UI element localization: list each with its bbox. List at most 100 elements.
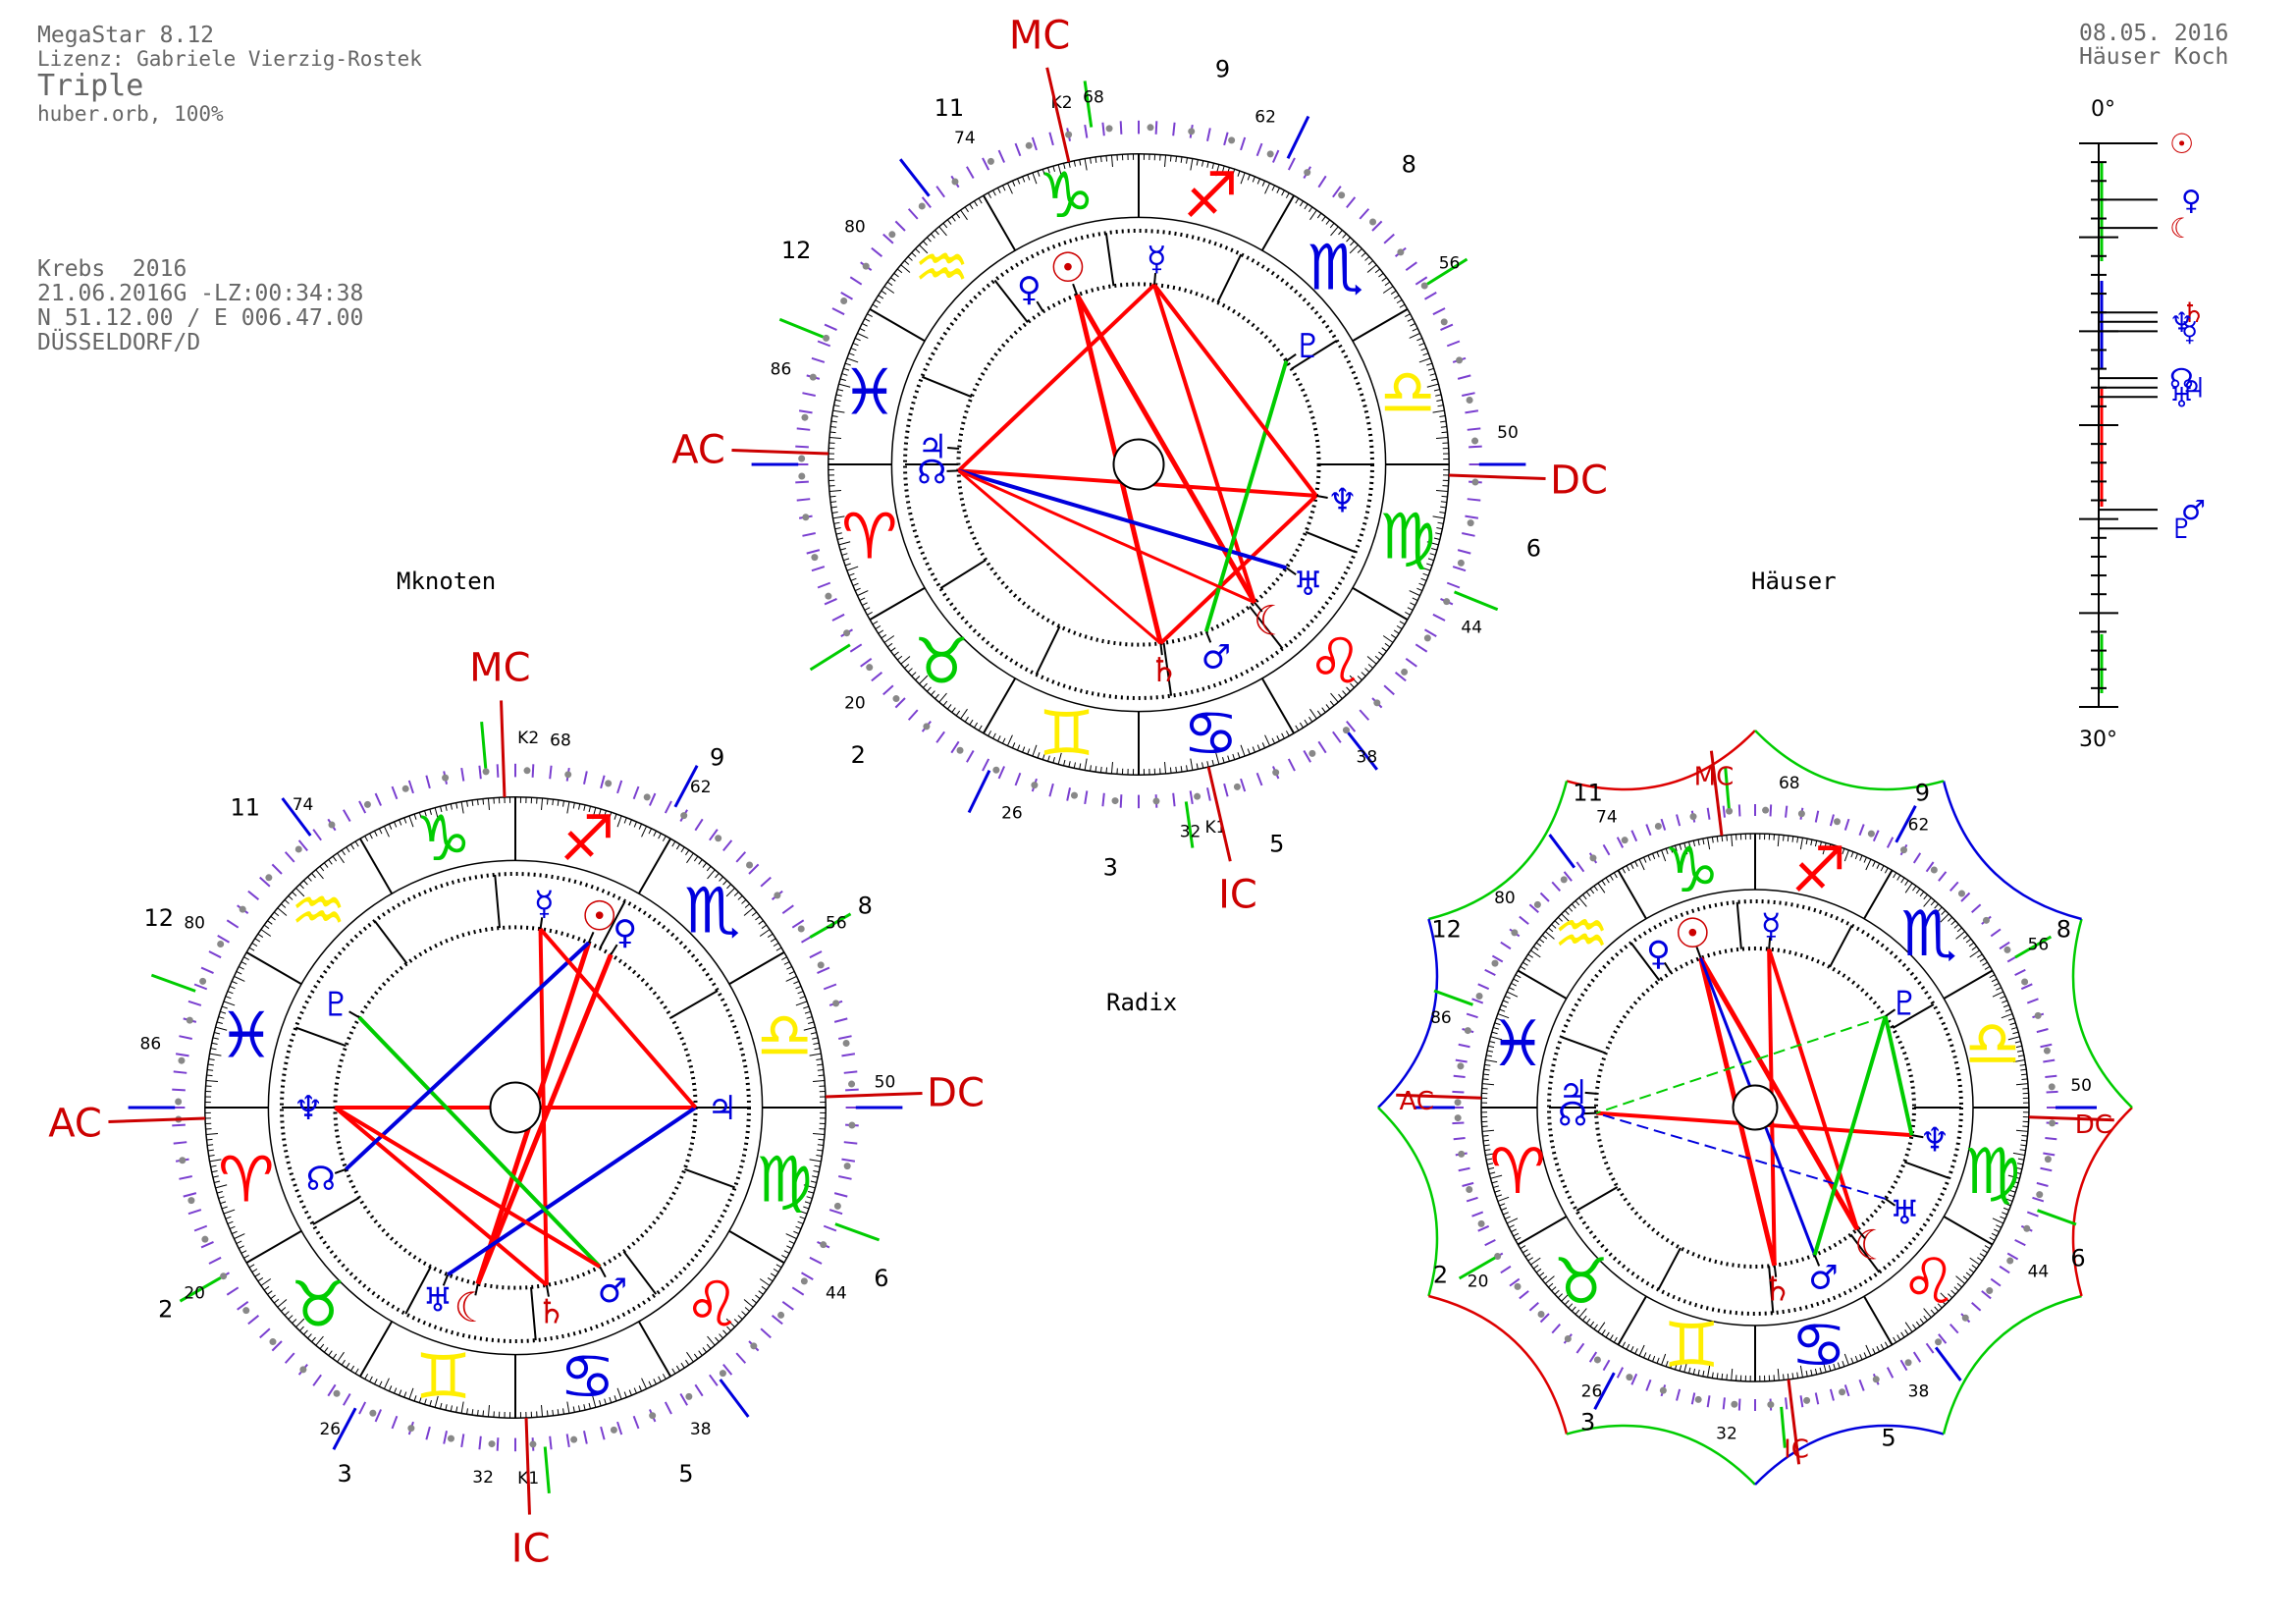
house-number: 12	[781, 237, 812, 264]
degree-tick	[1027, 174, 1031, 181]
cusp-mark: 32	[472, 1468, 494, 1488]
outer-dash	[811, 356, 826, 363]
outer-dash	[1455, 1058, 1468, 1063]
outer-dash	[1971, 903, 1982, 914]
outer-dash	[173, 1070, 187, 1074]
degree-tick	[817, 1144, 824, 1147]
degree-tick	[795, 985, 802, 990]
grey-dot	[1537, 1310, 1545, 1318]
sign-boundary	[1617, 869, 1647, 920]
degree-tick	[2019, 1063, 2026, 1066]
degree-tick	[234, 975, 245, 982]
grey-dot	[1564, 1334, 1572, 1342]
zodiac-sign-glyph: ♉	[1553, 1246, 1609, 1319]
degree-tick	[1941, 1300, 1947, 1306]
degree-tick	[1884, 1341, 1889, 1348]
house-number: 2	[1433, 1261, 1448, 1288]
degree-tick	[1544, 1275, 1555, 1284]
planet-tick	[1153, 273, 1157, 286]
grey-dot	[1514, 1282, 1522, 1290]
degree-tick	[830, 425, 837, 428]
degree-tick	[1186, 157, 1188, 164]
degree-tick	[1105, 155, 1108, 162]
degree-tick	[1180, 156, 1183, 163]
outer-dash	[811, 566, 826, 572]
grey-dot	[570, 1435, 578, 1443]
degree-tick	[1190, 758, 1194, 771]
outer-dash	[407, 780, 414, 794]
grey-dot	[862, 262, 870, 270]
ac-label: AC	[48, 1102, 102, 1147]
degree-tick	[685, 1359, 690, 1366]
cusp-mark: 86	[771, 359, 792, 379]
degree-tick	[315, 1335, 324, 1346]
outer-dash	[1799, 1395, 1804, 1408]
degree-tick	[1190, 158, 1194, 171]
degree-tick	[722, 880, 728, 886]
outer-dash	[1690, 1392, 1696, 1405]
degree-tick	[1482, 1129, 1495, 1132]
degree-tick	[614, 1395, 617, 1402]
degree-tick	[890, 647, 896, 652]
degree-tick	[1422, 352, 1429, 356]
degree-tick	[323, 1347, 329, 1353]
planet-tick	[1773, 1265, 1778, 1277]
degree-tick	[205, 1079, 219, 1082]
degree-tick	[1711, 837, 1714, 843]
degree-tick	[1099, 766, 1102, 773]
degree-tick	[1295, 725, 1300, 731]
degree-tick	[1941, 909, 1947, 915]
degree-tick	[399, 819, 402, 826]
outer-dash	[843, 1141, 858, 1145]
grey-dot	[564, 771, 572, 779]
degree-tick	[240, 961, 247, 965]
outer-dash	[679, 1393, 688, 1406]
degree-tick	[1989, 1236, 1996, 1241]
grey-dot	[746, 861, 754, 869]
degree-tick	[838, 541, 851, 546]
degree-tick	[1378, 272, 1384, 278]
degree-tick	[1991, 1232, 1998, 1237]
degree-tick	[775, 1264, 782, 1269]
degree-tick	[1276, 188, 1280, 193]
degree-tick	[872, 303, 879, 308]
degree-tick	[1893, 872, 1897, 879]
degree-tick	[2021, 1135, 2028, 1137]
outer-dash	[343, 1393, 351, 1406]
degree-tick	[1483, 1139, 1490, 1142]
degree-tick	[1378, 651, 1384, 657]
house-cusp-outer	[480, 721, 488, 769]
degree-tick	[1308, 716, 1313, 723]
degree-tick	[830, 501, 837, 504]
degree-tick	[609, 812, 613, 819]
outer-dash	[1630, 830, 1638, 842]
degree-tick	[1948, 1293, 1953, 1299]
degree-tick	[648, 1380, 653, 1387]
degree-tick	[2017, 1158, 2024, 1161]
grey-dot	[1961, 1314, 1969, 1322]
degree-tick	[1407, 318, 1414, 322]
degree-tick	[864, 607, 871, 611]
degree-tick	[364, 1374, 369, 1380]
degree-tick	[1787, 1373, 1789, 1380]
degree-tick	[922, 682, 928, 688]
degree-tick	[369, 1376, 373, 1382]
grey-dot	[992, 766, 1000, 774]
outer-dash	[2036, 1028, 2049, 1034]
axis-line	[2028, 1115, 2114, 1122]
degree-tick	[1374, 268, 1381, 274]
axis-line	[825, 1092, 923, 1099]
outer-dash	[1467, 427, 1481, 431]
degree-tick	[1915, 1321, 1921, 1327]
degree-tick	[1541, 935, 1548, 940]
outer-dash	[1814, 810, 1820, 823]
degree-tick	[1968, 1268, 1975, 1273]
degree-tick	[1979, 1253, 1986, 1258]
degree-tick	[1833, 1363, 1837, 1370]
house-number: 8	[1402, 150, 1416, 178]
house-cusp-outer	[719, 1379, 750, 1418]
outer-dash	[1602, 1359, 1611, 1372]
degree-tick	[1079, 763, 1082, 770]
degree-tick	[675, 843, 680, 850]
outer-dash	[226, 1286, 240, 1296]
